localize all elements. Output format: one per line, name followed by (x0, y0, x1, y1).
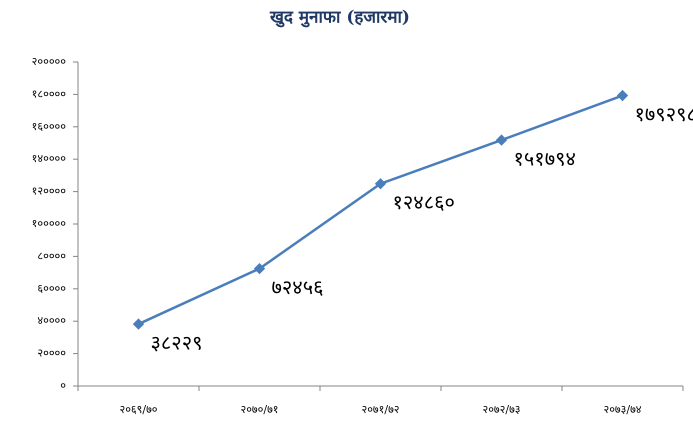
marker (253, 262, 266, 275)
marker (495, 134, 508, 146)
data-label: १५१७९४ (514, 147, 576, 171)
y-tick-label: २००००० (32, 55, 67, 68)
y-tick-label: १२०००० (32, 185, 67, 198)
y-tick-label: २०००० (37, 347, 66, 360)
data-label: ७२४५६ (272, 275, 324, 299)
y-tick-label: ६०००० (37, 282, 66, 295)
data-label: १२४८६० (393, 190, 455, 214)
y-tick-label: ८०००० (37, 249, 66, 262)
x-tick-label: २०७०/७१ (240, 403, 278, 416)
data-label: ३८२२९ (151, 331, 203, 355)
x-tick-label: २०६९/७० (119, 403, 157, 416)
y-tick-label: ० (60, 379, 66, 392)
y-tick-label: १८०००० (32, 87, 67, 100)
x-tick-label: २०७१/७२ (361, 403, 399, 416)
marker (616, 89, 629, 102)
data-label: १७९२९८ (635, 102, 693, 126)
y-tick-label: ४०००० (37, 314, 66, 327)
x-tick-label: २०७२/७३ (482, 403, 520, 416)
x-tick-label: २०७३/७४ (603, 403, 641, 416)
chart-title: खुद मुनाफा (हजारमा) (269, 8, 410, 28)
y-tick-label: १००००० (32, 217, 67, 230)
line (137, 94, 623, 326)
marker (132, 318, 145, 330)
y-tick-label: १६०००० (32, 120, 67, 133)
y-tick-label: १४०००० (32, 152, 67, 165)
marker (374, 178, 387, 190)
